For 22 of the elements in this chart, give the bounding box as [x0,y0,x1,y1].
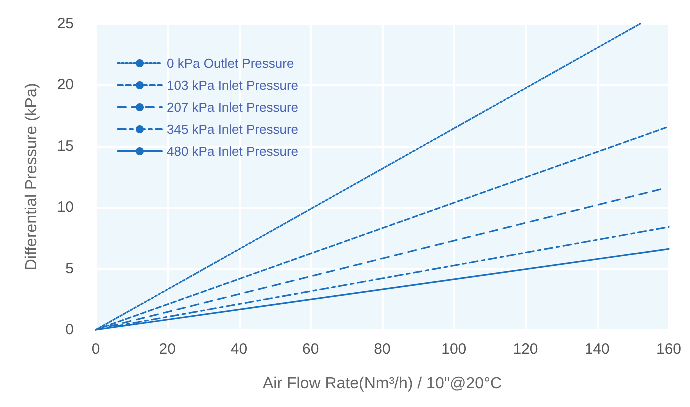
y-tick-label: 5 [66,260,74,278]
legend-label: 345 kPa Inlet Pressure [167,122,299,137]
x-tick-label: 0 [92,341,100,358]
y-axis-title: Differential Pressure (kPa) [24,83,40,271]
x-tick-label: 40 [230,341,248,358]
y-tick-label: 0 [66,322,74,338]
legend-label: 480 kPa Inlet Pressure [167,144,299,159]
legend-label: 0 kPa Outlet Pressure [167,56,294,71]
x-tick-label: 60 [302,341,320,358]
x-tick-label: 80 [374,341,391,358]
y-tick-label: 25 [57,16,74,32]
x-tick-label: 20 [159,341,176,358]
legend-label: 103 kPa Inlet Pressure [167,78,299,93]
y-tick-label: 20 [57,76,74,94]
x-axis-title: Air Flow Rate(Nm³/h) / 10"@20°C [262,376,502,392]
x-tick-label: 140 [584,341,610,358]
legend-label: 207 kPa Inlet Pressure [167,100,299,115]
y-tick-label: 10 [57,199,74,216]
y-tick-label: 15 [57,138,74,155]
x-tick-label: 120 [513,341,538,358]
x-tick-label: 100 [442,341,467,358]
x-tick-label: 160 [656,341,682,358]
